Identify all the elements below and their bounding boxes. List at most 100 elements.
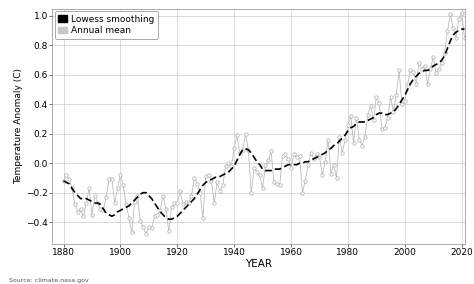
Point (367, 103, 374, 108)
Point (264, 158, 272, 162)
Point (404, 82, 411, 86)
Point (71, 202, 79, 207)
Point (356, 137, 363, 142)
Point (276, 183, 283, 188)
Point (410, 70, 417, 74)
Point (74, 210, 82, 214)
Point (435, 67, 443, 71)
Point (125, 216, 133, 220)
Point (327, 171, 335, 176)
Point (171, 201, 178, 205)
Point (432, 71, 440, 76)
Point (384, 115, 392, 120)
Point (270, 180, 278, 185)
Text: Source: climate.nasa.gov: Source: climate.nasa.gov (9, 277, 89, 283)
Point (60, 179, 67, 183)
Point (407, 68, 414, 73)
Point (250, 165, 258, 170)
Point (225, 161, 232, 166)
Point (68, 186, 76, 191)
Point (375, 101, 383, 105)
Point (128, 230, 136, 235)
Point (151, 214, 158, 218)
Point (193, 181, 201, 186)
Point (182, 199, 190, 204)
Point (421, 64, 428, 68)
Point (282, 152, 289, 157)
Point (455, 16, 463, 21)
Point (233, 133, 241, 137)
Point (188, 193, 195, 198)
Point (412, 82, 420, 86)
Point (361, 134, 369, 139)
Point (219, 183, 227, 188)
Point (88, 212, 96, 217)
Point (145, 224, 153, 229)
Point (80, 214, 87, 218)
Point (373, 95, 380, 99)
Point (236, 151, 244, 155)
Point (447, 12, 454, 17)
Point (279, 154, 286, 158)
Point (350, 140, 357, 145)
Point (210, 201, 218, 205)
Point (347, 114, 355, 118)
Point (253, 170, 261, 174)
Point (338, 151, 346, 155)
Point (321, 160, 329, 164)
Point (134, 193, 141, 198)
Point (256, 173, 264, 177)
Point (296, 154, 303, 158)
Point (239, 148, 246, 152)
Point (77, 207, 84, 211)
Point (304, 162, 312, 167)
Point (364, 112, 372, 117)
Point (452, 36, 460, 40)
Point (216, 189, 224, 193)
Point (117, 173, 124, 177)
Point (179, 202, 187, 207)
Point (148, 226, 155, 230)
Point (208, 179, 215, 183)
Point (392, 93, 400, 98)
Point (242, 131, 249, 136)
Point (287, 165, 295, 170)
Y-axis label: Temperature Anomaly (C): Temperature Anomaly (C) (14, 68, 23, 184)
Point (370, 118, 377, 123)
Point (213, 180, 221, 185)
Point (230, 146, 238, 151)
Point (259, 186, 266, 191)
Point (202, 174, 210, 179)
Point (444, 28, 451, 33)
Point (139, 224, 147, 229)
Point (105, 177, 113, 182)
Point (418, 67, 426, 71)
Point (199, 216, 207, 220)
Point (154, 212, 161, 217)
Point (185, 201, 192, 205)
Point (156, 208, 164, 213)
Point (63, 173, 70, 177)
Point (65, 177, 73, 182)
Point (424, 82, 431, 86)
Point (390, 109, 397, 114)
Point (387, 95, 394, 99)
Point (94, 201, 101, 205)
Point (290, 152, 298, 157)
Point (353, 115, 360, 120)
Point (341, 137, 349, 142)
Point (222, 164, 229, 168)
Point (449, 25, 457, 30)
Point (142, 232, 150, 236)
Point (228, 164, 235, 168)
Point (299, 190, 306, 195)
Point (267, 149, 275, 154)
Point (401, 99, 409, 104)
Point (245, 148, 252, 152)
Point (429, 55, 437, 59)
Point (262, 162, 269, 167)
Point (119, 183, 127, 188)
Point (330, 162, 337, 167)
Point (173, 201, 181, 205)
Point (159, 193, 167, 198)
